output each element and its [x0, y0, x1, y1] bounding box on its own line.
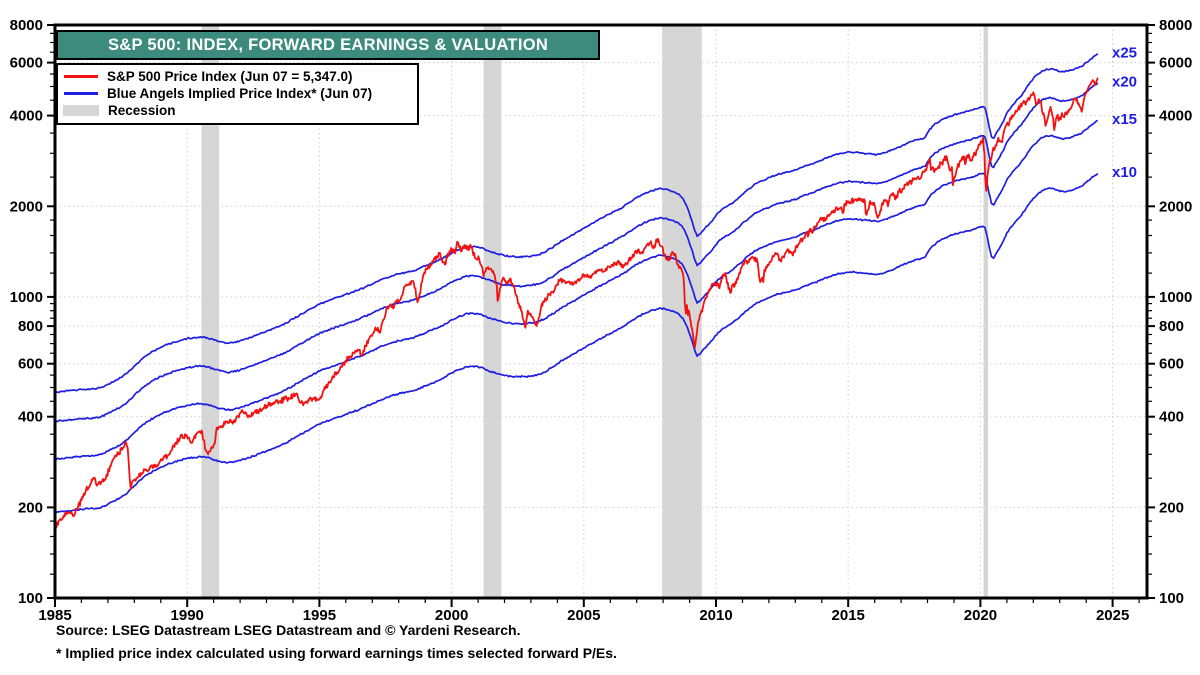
x-axis-tick-label: 2025: [1096, 607, 1129, 624]
sp500-line-swatch: [64, 75, 98, 78]
legend-box: S&P 500 Price Index (Jun 07 = 5,347.0) B…: [56, 63, 419, 125]
title-banner: S&P 500: INDEX, FORWARD EARNINGS & VALUA…: [56, 30, 600, 60]
y-axis-tick-label-right: 8000: [1159, 17, 1192, 34]
legend-label: Recession: [108, 103, 176, 118]
y-axis-tick-label-left: 4000: [10, 108, 43, 125]
y-axis-tick-label-right: 600: [1159, 356, 1184, 373]
x-axis-tick-label: 2015: [832, 607, 865, 624]
x-axis-tick-label: 2000: [435, 607, 468, 624]
pe-multiple-label-x10: x10: [1112, 164, 1137, 181]
blue-angels-line-x15: [55, 119, 1099, 461]
blue-angels-line-x20: [55, 82, 1099, 423]
blue-angels-line-swatch: [64, 92, 98, 95]
blue-angels-line-x10: [55, 172, 1099, 514]
y-axis-tick-label-right: 1000: [1159, 289, 1192, 306]
footnote-text: * Implied price index calculated using f…: [56, 645, 617, 661]
plot-frame: [53, 23, 1149, 600]
y-axis-tick-label-right: 800: [1159, 318, 1184, 335]
y-axis-tick-label-right: 200: [1159, 499, 1184, 516]
x-axis-tick-label: 2010: [699, 607, 732, 624]
x-axis-tick-label: 1990: [171, 607, 204, 624]
y-axis-tick-label-right: 2000: [1159, 198, 1192, 215]
recession-band: [201, 25, 220, 598]
y-axis-tick-label-left: 1000: [10, 289, 43, 306]
y-axis-tick-label-left: 8000: [10, 17, 43, 34]
sp500-price-line: [55, 77, 1099, 530]
x-axis-tick-label: 1985: [38, 607, 71, 624]
pe-multiple-label-x20: x20: [1112, 74, 1137, 91]
y-axis-tick-label-right: 4000: [1159, 108, 1192, 125]
y-axis-tick-label-left: 800: [18, 318, 43, 335]
x-axis-tick-label: 1995: [303, 607, 336, 624]
y-axis-tick-label-right: 400: [1159, 409, 1184, 426]
source-text: Source: LSEG Datastream LSEG Datastream …: [56, 622, 521, 638]
legend-label: S&P 500 Price Index (Jun 07 = 5,347.0): [107, 69, 353, 84]
recession-band: [983, 25, 989, 598]
legend-item-sp500: S&P 500 Price Index (Jun 07 = 5,347.0): [64, 68, 411, 85]
pe-multiple-label-x25: x25: [1112, 44, 1137, 61]
legend-label: Blue Angels Implied Price Index* (Jun 07…: [107, 86, 373, 101]
y-axis-tick-label-right: 100: [1159, 590, 1184, 607]
legend-item-blue-angels: Blue Angels Implied Price Index* (Jun 07…: [64, 85, 411, 102]
y-axis-tick-label-left: 6000: [10, 55, 43, 72]
data-series: [55, 53, 1099, 530]
recession-band: [483, 25, 502, 598]
x-axis-tick-label: 2005: [567, 607, 600, 624]
recession-band: [662, 25, 702, 598]
y-axis-tick-label-left: 100: [18, 590, 43, 607]
y-axis-tick-label-left: 600: [18, 356, 43, 373]
y-axis-tick-label-left: 2000: [10, 198, 43, 215]
legend-item-recession: Recession: [63, 102, 411, 119]
y-axis-tick-label-right: 6000: [1159, 55, 1192, 72]
y-axis-tick-label-left: 400: [18, 409, 43, 426]
axis-labels: 100 100 200 200 400 400 600 600 800 800 1000 1000 20…: [10, 17, 1193, 624]
gridlines: [55, 25, 1147, 598]
blue-angels-line-x25: [55, 53, 1099, 394]
page-title: S&P 500: INDEX, FORWARD EARNINGS & VALUA…: [107, 35, 549, 54]
y-axis-tick-label-left: 200: [18, 499, 43, 516]
recession-swatch: [63, 105, 99, 116]
recession-bands: [201, 25, 989, 598]
x-axis-tick-label: 2020: [964, 607, 997, 624]
pe-multiple-label-x15: x15: [1112, 111, 1137, 128]
